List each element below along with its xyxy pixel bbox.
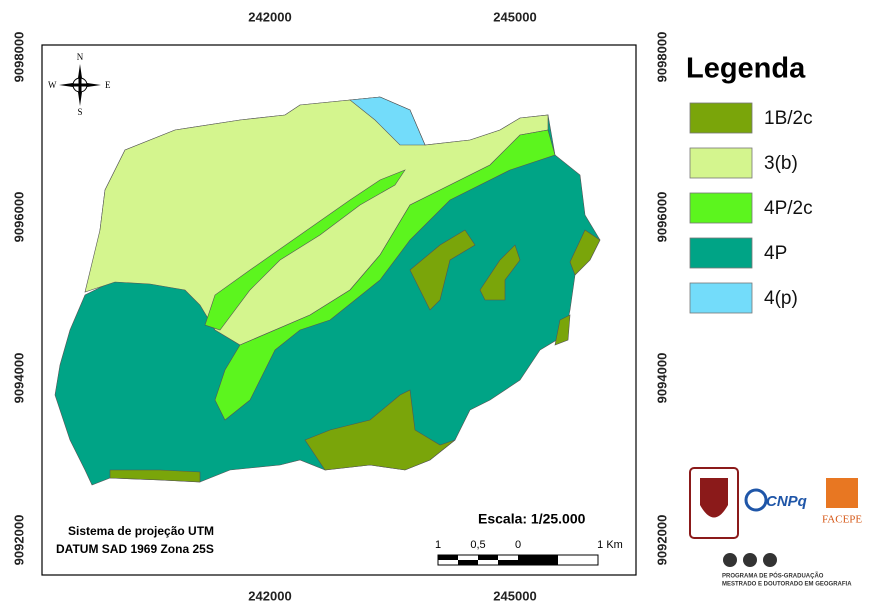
scale-label: 0 xyxy=(515,539,521,551)
cnpq-mark xyxy=(744,488,768,512)
program-text: MESTRADO E DOUTORADO EM GEOGRAFIA xyxy=(722,582,852,588)
scale-bar: 1 0,5 0 1 Km xyxy=(435,539,623,566)
map-units xyxy=(54,96,601,486)
cnpq-text: CNPq xyxy=(766,493,807,510)
legend-swatch xyxy=(689,192,753,224)
scale-seg xyxy=(458,560,478,565)
coord-y: 9092000 xyxy=(11,515,26,566)
legend-label: 4(p) xyxy=(764,288,798,309)
unit-4p2c xyxy=(204,169,406,331)
coord-x: 245000 xyxy=(493,9,536,24)
compass-w: W xyxy=(48,80,57,90)
unit-1b2c xyxy=(304,389,456,471)
coord-x: 242000 xyxy=(248,588,291,603)
unit-3b xyxy=(84,96,549,346)
facepe-mark xyxy=(826,478,858,508)
scale-label: 0,5 xyxy=(470,539,485,551)
unit-1b2c xyxy=(409,229,476,311)
compass-center xyxy=(73,78,87,92)
program-text: PROGRAMA DE PÓS-GRADUAÇÃO xyxy=(722,572,824,580)
unit-1b2c xyxy=(554,314,571,346)
legend-label: 1B/2c xyxy=(764,108,813,129)
scale-title: Escala: 1/25.000 xyxy=(478,511,586,527)
coord-y: 9098000 xyxy=(654,32,669,83)
legend-label: 3(b) xyxy=(764,153,798,174)
legend-swatch xyxy=(689,282,753,314)
unit-1b2c xyxy=(479,244,521,301)
compass-n: N xyxy=(77,52,84,62)
coord-x: 245000 xyxy=(493,588,536,603)
scale-label: 1 xyxy=(435,539,441,551)
scale-label: 1 Km xyxy=(597,539,623,551)
unit-4p-lowercase xyxy=(349,96,426,146)
compass-s: S xyxy=(77,107,82,117)
projection-line: DATUM SAD 1969 Zona 25S xyxy=(56,542,214,556)
scale-seg xyxy=(438,555,458,560)
coord-x: 242000 xyxy=(248,9,291,24)
unit-1b2c xyxy=(569,229,601,276)
compass-e: E xyxy=(105,80,111,90)
program-globe xyxy=(723,553,737,567)
legend-label: 4P xyxy=(764,243,787,264)
legend: 1B/2c 3(b) 4P/2c 4P 4(p) xyxy=(689,102,813,314)
legend-swatch xyxy=(689,147,753,179)
legend-swatch xyxy=(689,237,753,269)
logos: CNPq FACEPE PROGRAMA DE PÓS-GRADUAÇÃO ME… xyxy=(689,467,862,588)
legend-label: 4P/2c xyxy=(764,198,813,219)
scale-seg xyxy=(498,560,518,565)
coord-y: 9094000 xyxy=(654,353,669,404)
ufpe-shield xyxy=(700,478,728,518)
projection-line: Sistema de projeção UTM xyxy=(68,524,214,538)
legend-title: Legenda xyxy=(686,53,806,85)
coord-y: 9092000 xyxy=(654,515,669,566)
coord-y: 9096000 xyxy=(11,192,26,243)
program-globe xyxy=(743,553,757,567)
coord-y: 9094000 xyxy=(11,353,26,404)
coord-y: 9098000 xyxy=(11,32,26,83)
scale-seg xyxy=(478,555,498,560)
legend-swatch xyxy=(689,102,753,134)
compass: N S E W xyxy=(48,52,111,117)
scale-seg xyxy=(518,555,558,565)
facepe-text: FACEPE xyxy=(822,514,862,526)
program-globe xyxy=(763,553,777,567)
unit-1b2c xyxy=(109,469,201,483)
unit-4p2c xyxy=(214,129,556,421)
coord-y: 9096000 xyxy=(654,192,669,243)
